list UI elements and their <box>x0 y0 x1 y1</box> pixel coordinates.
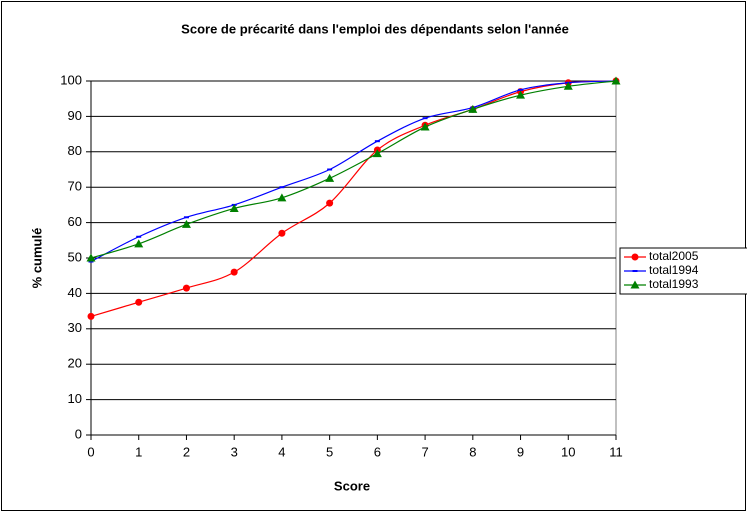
point <box>325 173 335 182</box>
x-tick-label: 4 <box>278 444 285 459</box>
legend-label: total2005 <box>649 249 699 263</box>
y-tick-label: 0 <box>75 426 82 441</box>
point <box>86 253 96 262</box>
x-tick-label: 1 <box>135 444 142 459</box>
point <box>326 199 334 207</box>
series-line <box>90 80 617 259</box>
y-tick-label: 70 <box>68 179 82 194</box>
point <box>611 76 621 85</box>
x-axis-label: Score <box>334 478 370 493</box>
x-tick-label: 0 <box>87 444 94 459</box>
point <box>230 268 238 276</box>
x-tick-label: 10 <box>561 444 575 459</box>
point <box>468 104 478 113</box>
point <box>422 117 428 120</box>
y-tick-label: 40 <box>68 285 82 300</box>
y-tick-label: 90 <box>68 108 82 123</box>
x-tick-label: 6 <box>374 444 381 459</box>
x-tick-label: 8 <box>469 444 476 459</box>
point <box>563 81 573 90</box>
point <box>278 229 286 237</box>
x-tick-label: 2 <box>183 444 190 459</box>
point <box>279 186 285 189</box>
point <box>88 260 94 263</box>
point <box>374 140 380 143</box>
legend-marker <box>630 280 640 289</box>
point <box>327 168 333 171</box>
chart-title: Score de précarité dans l'emploi des dép… <box>181 21 569 36</box>
y-tick-label: 20 <box>68 356 82 371</box>
legend-marker <box>631 253 639 261</box>
point <box>183 216 189 219</box>
point <box>229 203 239 212</box>
y-tick-label: 60 <box>68 214 82 229</box>
point <box>516 90 526 99</box>
point <box>134 239 144 248</box>
point <box>372 149 382 158</box>
legend-label: total1993 <box>649 277 699 291</box>
point <box>277 193 287 202</box>
point <box>136 235 142 238</box>
point <box>420 122 430 131</box>
series-line <box>90 80 617 263</box>
x-tick-label: 5 <box>326 444 333 459</box>
point <box>182 284 190 292</box>
point <box>518 88 524 91</box>
x-tick-label: 11 <box>609 444 623 459</box>
legend-label: total1994 <box>649 263 699 277</box>
x-tick-label: 3 <box>231 444 238 459</box>
y-tick-label: 80 <box>68 143 82 158</box>
y-axis-label: % cumulé <box>29 228 44 289</box>
point <box>135 298 143 306</box>
x-tick-label: 7 <box>421 444 428 459</box>
y-tick-label: 10 <box>68 391 82 406</box>
y-tick-label: 50 <box>68 249 82 264</box>
point <box>87 312 95 320</box>
point <box>181 219 191 228</box>
y-tick-label: 30 <box>68 320 82 335</box>
x-tick-label: 9 <box>517 444 524 459</box>
legend-marker <box>632 270 638 272</box>
y-tick-label: 100 <box>60 72 82 87</box>
